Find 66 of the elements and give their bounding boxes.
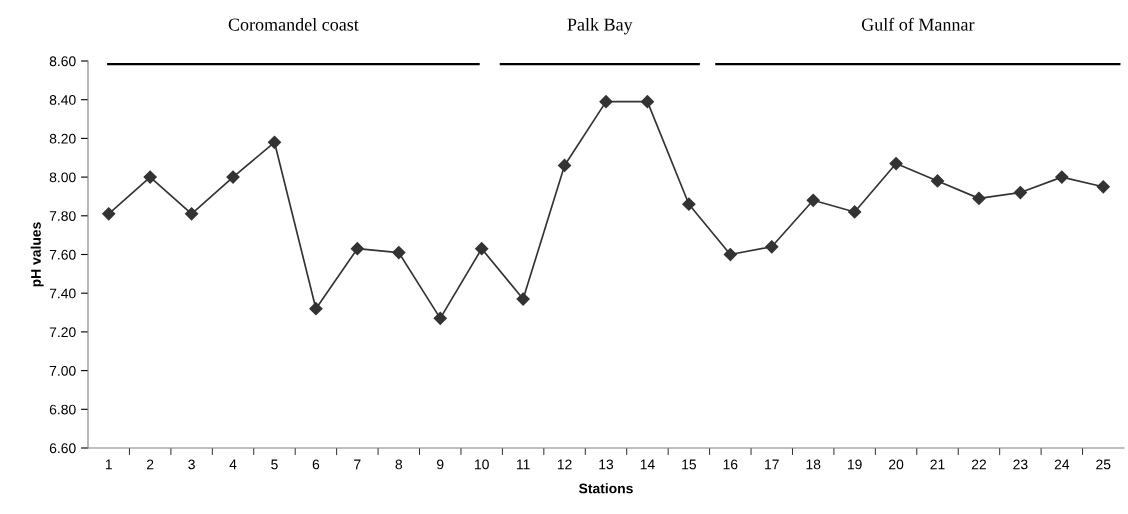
x-tick-label: 9: [437, 459, 444, 470]
y-tick-label: 8.60: [49, 56, 76, 67]
point: [309, 302, 323, 316]
y-tick-label: 6.80: [49, 404, 76, 415]
point: [723, 247, 737, 262]
point: [143, 170, 157, 184]
point: [599, 95, 613, 109]
point: [267, 135, 282, 149]
point: [1013, 185, 1027, 200]
x-tick-label: 24: [1054, 459, 1070, 470]
x-tick-label: 16: [723, 459, 738, 470]
x-tick-label: 25: [1096, 459, 1111, 470]
x-tick-label: 23: [1013, 459, 1028, 470]
point: [557, 158, 572, 173]
x-tick-label: 1: [105, 459, 112, 470]
point: [640, 95, 655, 109]
x-tick-label: 20: [889, 459, 904, 470]
point: [392, 245, 406, 260]
point: [889, 156, 903, 171]
x-tick-label: 11: [516, 459, 530, 470]
point: [848, 205, 862, 219]
x-tick-label: 18: [806, 459, 821, 470]
point: [682, 197, 696, 211]
y-tick-label: 8.40: [49, 95, 76, 105]
x-tick-label: 4: [229, 459, 237, 470]
x-tick-label: 2: [147, 459, 154, 470]
x-tick-label: 12: [557, 459, 572, 470]
x-tick-label: 3: [188, 459, 195, 470]
x-axis-title: Stations: [579, 483, 633, 494]
point: [475, 242, 489, 256]
x-tick-label: 14: [640, 459, 655, 470]
x-tick-label: 15: [682, 459, 697, 470]
point: [765, 240, 779, 254]
x-tick-label: 5: [271, 459, 278, 470]
point: [226, 170, 240, 184]
x-tick-label: 10: [475, 459, 489, 470]
text: Palk Bay: [567, 17, 633, 35]
x-tick-label: 22: [971, 459, 986, 470]
y-tick-label: 7.20: [49, 327, 76, 338]
x-tick-label: 21: [930, 459, 945, 470]
x-tick-label: 8: [395, 459, 403, 470]
point: [806, 193, 820, 207]
y-tick-label: 6.60: [49, 443, 76, 454]
point: [185, 207, 199, 221]
y-tick-label: 7.60: [49, 249, 76, 260]
point: [972, 191, 986, 205]
point: [930, 174, 945, 188]
y-tick-label: 7.40: [49, 288, 76, 299]
y-tick-label: 7.00: [49, 365, 76, 376]
x-tick-label: 17: [765, 459, 779, 470]
y-tick-label: 7.80: [49, 211, 76, 221]
point: [1096, 180, 1110, 194]
x-tick-label: 7: [354, 459, 361, 470]
x-tick-label: 6: [312, 459, 320, 470]
point: [433, 311, 447, 325]
y-tick-label: 8.20: [49, 133, 76, 144]
point: [350, 242, 364, 256]
x-tick-label: 13: [599, 459, 614, 470]
x-tick-label: 19: [847, 459, 862, 470]
text: Coromandel coast: [228, 17, 359, 31]
point: [102, 207, 116, 221]
point: [516, 292, 530, 306]
y-tick-label: 8.00: [49, 172, 76, 183]
y-axis-title: pH values: [30, 222, 44, 287]
text: Gulf of Mannar: [861, 17, 975, 31]
point: [1055, 170, 1069, 184]
